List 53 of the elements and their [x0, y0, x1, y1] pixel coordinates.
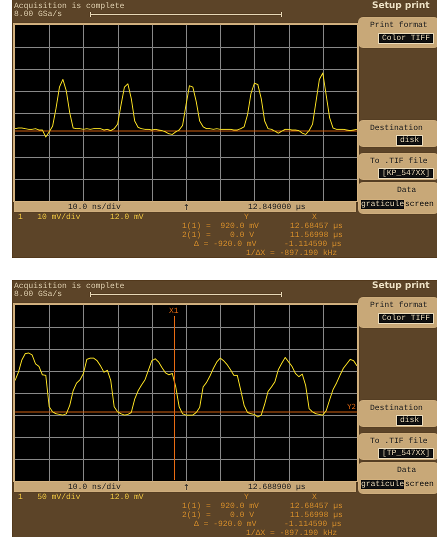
text: 1 50 mV/div [18, 493, 80, 502]
text: Data [397, 186, 416, 195]
text: 12.0 mV [110, 493, 144, 502]
text: Color TIFF [378, 313, 434, 324]
text: Y [244, 213, 249, 222]
text: 10.0 ns/div [68, 203, 121, 212]
text: 12.68457 µs [290, 502, 343, 511]
text: Print format [370, 301, 428, 310]
text: Setup print [372, 1, 430, 11]
text: screen [405, 200, 434, 209]
text: X [312, 213, 317, 222]
text: ↑ [183, 203, 190, 212]
text: Print format [370, 21, 428, 30]
text: ↑ [183, 483, 190, 492]
text: 1/ΔX = -897.190 kHz [246, 529, 338, 537]
text: Color TIFF [378, 33, 434, 44]
text: Setup print [372, 281, 430, 291]
text: -1.114590 µs [284, 520, 342, 529]
text: graticule [361, 480, 404, 489]
text: 1(1) = 920.0 mV [182, 222, 259, 231]
text: X [312, 493, 317, 502]
text: [KP_547XX] [378, 168, 434, 179]
text: graticule [361, 200, 404, 209]
text: 12.0 mV [110, 213, 144, 222]
text: -1.114590 µs [284, 240, 342, 249]
text: 11.56998 µs [290, 511, 343, 520]
text: 12.849000 µs [248, 203, 306, 212]
text: screen [405, 480, 434, 489]
chart-title: Acquisition is complete [14, 2, 124, 11]
text: To .TIF file [370, 437, 428, 446]
chart-subtitle: 8.00 GSa/s [14, 10, 62, 19]
text: 12.688900 µs [248, 483, 306, 492]
text: Δ = -920.0 mV [194, 240, 256, 249]
text: 1(1) = 920.0 mV [182, 502, 259, 511]
text: X1 [169, 307, 179, 316]
text: 1 10 mV/div [18, 213, 80, 222]
text: 10.0 ns/div [68, 483, 121, 492]
text: Destination [370, 404, 423, 413]
text: disk [396, 135, 424, 146]
chart-title: Acquisition is complete [14, 282, 124, 291]
text: Data [397, 466, 416, 475]
text: Y [244, 493, 249, 502]
text: Destination [370, 124, 423, 133]
text: 2(1) = 0.0 V [182, 231, 254, 240]
text: 1/ΔX = -897.190 kHz [246, 249, 338, 258]
text: 2(1) = 0.0 V [182, 511, 254, 520]
text: disk [396, 415, 424, 426]
text: [TP_547XX] [378, 448, 434, 459]
chart-subtitle: 8.00 GSa/s [14, 290, 62, 299]
text: 11.56998 µs [290, 231, 343, 240]
text: 12.68457 µs [290, 222, 343, 231]
text: Δ = -920.0 mV [194, 520, 256, 529]
text: To .TIF file [370, 157, 428, 166]
